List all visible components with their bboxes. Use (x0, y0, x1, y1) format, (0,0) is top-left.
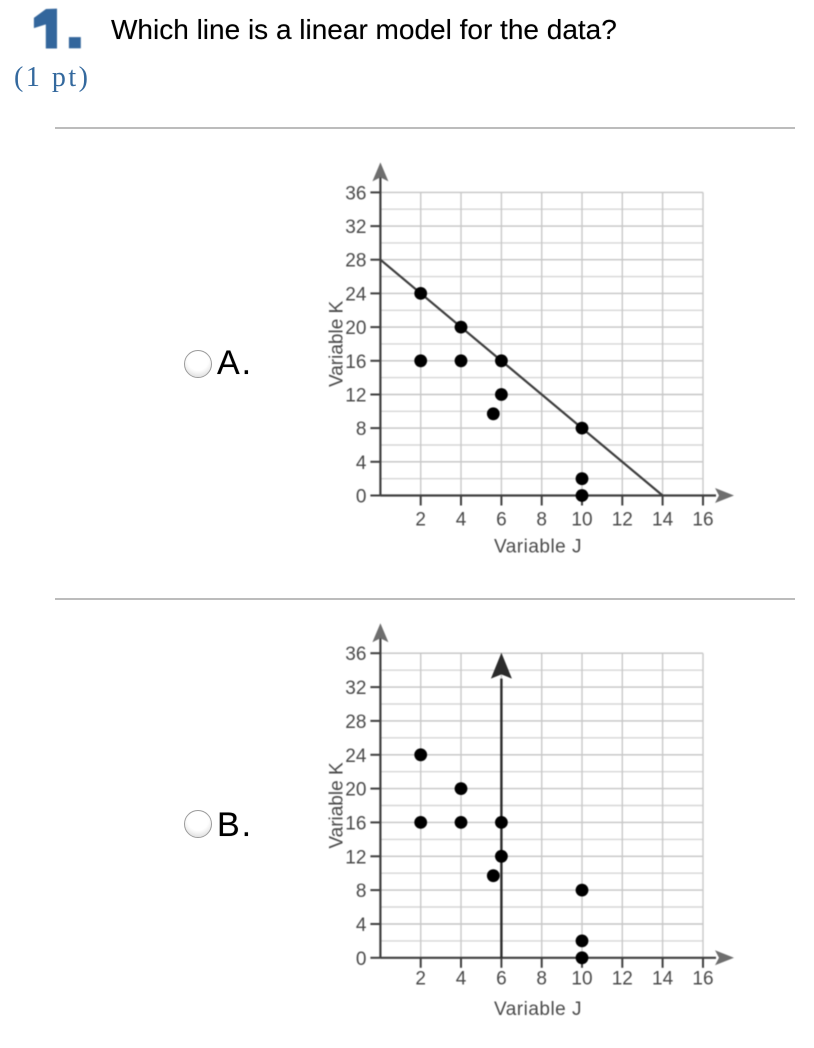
svg-text:28: 28 (345, 712, 366, 733)
svg-text:8: 8 (536, 510, 547, 531)
svg-text:6: 6 (496, 968, 507, 989)
svg-text:16: 16 (692, 968, 713, 989)
svg-text:16: 16 (345, 352, 366, 373)
svg-text:Variable K: Variable K (326, 762, 347, 849)
svg-text:12: 12 (345, 386, 366, 407)
svg-text:8: 8 (536, 968, 547, 989)
svg-text:16: 16 (345, 813, 366, 834)
svg-text:4: 4 (356, 453, 367, 474)
svg-text:2: 2 (415, 968, 426, 989)
svg-text:12: 12 (612, 510, 633, 531)
svg-text:36: 36 (345, 644, 366, 665)
svg-text:0: 0 (356, 487, 367, 508)
svg-text:16: 16 (692, 510, 713, 531)
svg-text:Variable K: Variable K (326, 300, 347, 387)
svg-text:24: 24 (345, 746, 367, 767)
svg-text:4: 4 (456, 510, 467, 531)
svg-text:6: 6 (496, 510, 507, 531)
svg-text:20: 20 (345, 318, 366, 339)
svg-text:28: 28 (345, 251, 366, 272)
svg-text:24: 24 (345, 284, 367, 305)
svg-text:32: 32 (345, 217, 366, 238)
svg-text:10: 10 (571, 968, 592, 989)
svg-text:10: 10 (571, 510, 592, 531)
svg-text:12: 12 (612, 968, 633, 989)
svg-text:4: 4 (456, 968, 467, 989)
svg-text:Variable J: Variable J (494, 999, 582, 1020)
svg-text:12: 12 (345, 847, 366, 868)
svg-text:36: 36 (345, 183, 366, 204)
svg-text:0: 0 (356, 949, 367, 970)
svg-text:2: 2 (415, 510, 426, 531)
svg-text:4: 4 (356, 915, 367, 936)
svg-text:32: 32 (345, 678, 366, 699)
svg-text:20: 20 (345, 780, 366, 801)
svg-text:8: 8 (356, 881, 367, 902)
svg-text:14: 14 (652, 968, 674, 989)
svg-text:Variable J: Variable J (494, 537, 582, 558)
svg-text:8: 8 (356, 419, 367, 440)
svg-text:14: 14 (652, 510, 674, 531)
